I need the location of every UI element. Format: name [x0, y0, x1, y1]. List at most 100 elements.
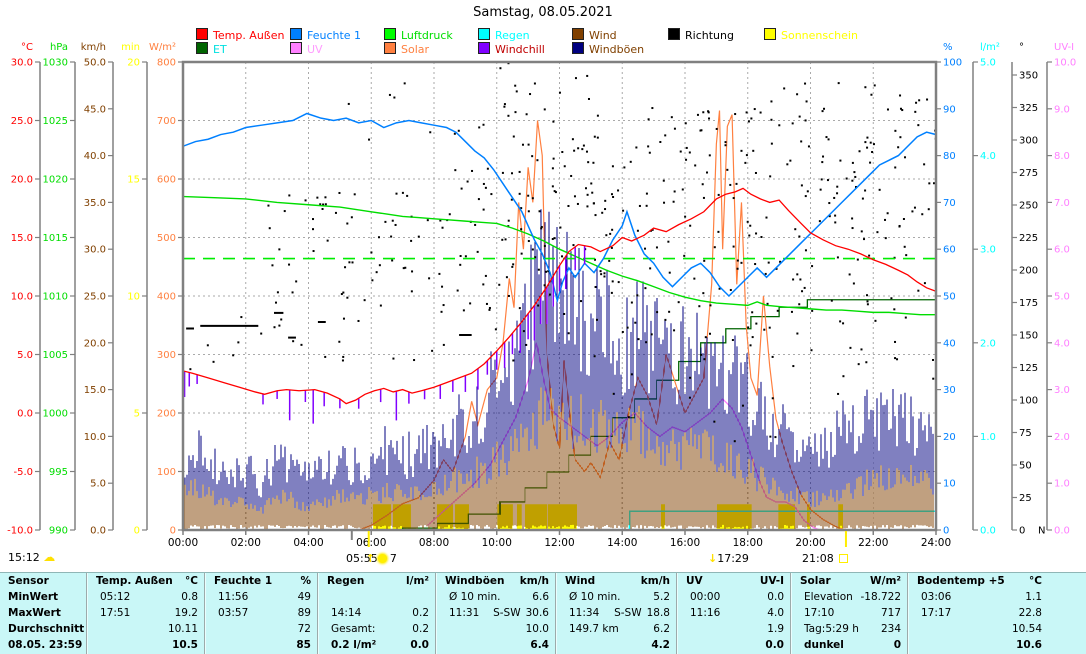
table-cell: Tag:5:29 h 234	[792, 621, 907, 637]
svg-text:10: 10	[943, 479, 956, 490]
table-row-label: MinWert	[8, 591, 59, 603]
svg-text:40: 40	[943, 338, 956, 349]
table-column-unit: %	[300, 575, 311, 587]
table-column-name: Windböen	[445, 575, 505, 587]
table-column-name: Temp. Außen	[96, 575, 173, 587]
legend-item-et: ET	[196, 42, 227, 56]
table-cell-time: 03:06	[921, 591, 952, 603]
table-cell: 10.5	[88, 637, 204, 653]
table-cell-value: 10.5	[172, 639, 198, 651]
svg-text:UV-I: UV-I	[1054, 42, 1074, 53]
svg-text:990: 990	[49, 526, 68, 537]
table-cell: 11:16 4.0	[678, 605, 790, 621]
table-column-uv: UV UV-I 00:00 0.0 11:16 4.0 1.9 0.0	[676, 573, 790, 654]
svg-text:1015: 1015	[43, 233, 68, 244]
svg-text:5.0: 5.0	[17, 350, 33, 361]
legend-label: Wind	[589, 29, 617, 42]
sunset-square-icon	[838, 554, 848, 563]
table-cell-value: 10.6	[1016, 639, 1042, 651]
svg-text:5.0: 5.0	[90, 479, 106, 490]
series-richtung	[186, 62, 937, 443]
legend-swatch-icon	[196, 42, 208, 54]
svg-text:995: 995	[49, 467, 68, 478]
table-cell-value: 6.6	[532, 591, 549, 603]
svg-text:15: 15	[127, 175, 140, 186]
table-column-solar: Solar W/m² Elevation -18.722 17:10 717 Tag:5:2…	[790, 573, 907, 654]
svg-text:100: 100	[943, 58, 962, 69]
svg-text:12:00: 12:00	[544, 537, 574, 549]
svg-text:35.0: 35.0	[84, 198, 106, 209]
svg-text:06:00: 06:00	[356, 537, 386, 549]
table-cell-time: 05:12	[100, 591, 131, 603]
legend-label: Richtung	[685, 29, 734, 42]
legend-label: Windchill	[495, 43, 545, 56]
table-cell-time	[921, 621, 1012, 637]
table-cell: 05:12 0.8	[88, 589, 204, 605]
table-column-name: Feuchte 1	[214, 575, 273, 587]
svg-text:W/m²: W/m²	[149, 42, 176, 53]
table-cell: 1.9	[678, 621, 790, 637]
table-cell: 17:51 19.2	[88, 605, 204, 621]
legend-swatch-icon	[478, 42, 490, 54]
legend-item-richtung: Richtung	[668, 28, 734, 42]
svg-text:3.0: 3.0	[1054, 385, 1070, 396]
table-row-label: MaxWert	[8, 607, 61, 619]
table-cell-time: 00:00	[690, 591, 721, 603]
series-wind	[184, 387, 934, 530]
table-cell-time: 17:51	[100, 607, 131, 619]
svg-text:2.0: 2.0	[1054, 432, 1070, 443]
weather-chart: -10.0 -5.0 0.0 5.0 10.0 15.0 20.0 25.0 30.0 °C 990…	[7, 42, 1076, 549]
table-cell: 0.2 l/m² 0.0	[319, 637, 435, 653]
table-cell-value: 0	[893, 639, 901, 651]
table-cell: dunkel 0	[792, 637, 907, 653]
svg-text:25.0: 25.0	[11, 116, 33, 127]
table-cell-value: 1.1	[1025, 591, 1042, 603]
legend-swatch-icon	[290, 42, 302, 54]
legend-label: ET	[213, 43, 227, 56]
svg-text:275: 275	[1019, 168, 1038, 179]
table-cell-time: 11:16	[690, 607, 721, 619]
svg-text:22:00: 22:00	[858, 537, 888, 549]
table-column-name: UV	[686, 575, 703, 587]
legend-item-luftdruck: Luftdruck	[384, 28, 453, 42]
table-column-unit: UV-I	[759, 575, 784, 587]
table-cell-value: 6.4	[530, 639, 549, 651]
svg-text:-10.0: -10.0	[7, 526, 33, 537]
page-title: Samstag, 08.05.2021	[473, 5, 613, 20]
svg-text:200: 200	[1019, 266, 1038, 277]
svg-text:%: %	[943, 42, 953, 53]
svg-text:10: 10	[127, 292, 140, 303]
svg-text:9.0: 9.0	[1054, 104, 1070, 115]
svg-text:0: 0	[943, 526, 949, 537]
svg-text:18:00: 18:00	[733, 537, 763, 549]
table-cell	[319, 589, 435, 605]
table-cell-time	[921, 637, 1016, 653]
table-cell-value: 85	[296, 639, 311, 651]
legend-label: Sonnenschein	[781, 29, 858, 42]
table-cell: Ø 10 min. 6.6	[437, 589, 555, 605]
table-cell-time: 149.7 km	[569, 623, 619, 635]
svg-text:45.0: 45.0	[84, 104, 106, 115]
sunrise-extra: 7	[389, 552, 397, 565]
value-axes: -10.0 -5.0 0.0 5.0 10.0 15.0 20.0 25.0 30.0 °C 990…	[7, 42, 1076, 537]
table-cell: 17:10 717	[792, 605, 907, 621]
svg-text:0.0: 0.0	[90, 526, 106, 537]
table-cell: 03:06 1.1	[909, 589, 1048, 605]
svg-text:0.0: 0.0	[980, 526, 996, 537]
table-cell-value: 89	[297, 607, 311, 619]
table-cell-value: 22.8	[1018, 607, 1042, 619]
svg-text:5.0: 5.0	[980, 58, 996, 69]
table-column-unit: °C	[185, 575, 198, 587]
table-column-unit: km/h	[640, 575, 670, 587]
table-cell-value: 30.6	[525, 607, 549, 619]
svg-text:100: 100	[157, 467, 176, 478]
table-cell: 17:17 22.8	[909, 605, 1048, 621]
table-cell-value: 0.0	[765, 639, 784, 651]
legend-swatch-icon	[478, 28, 490, 40]
svg-text:1030: 1030	[43, 58, 68, 69]
table-cell: 85	[206, 637, 317, 653]
legend-item-regen: Regen	[478, 28, 530, 42]
table-cell-value: 6.2	[653, 623, 670, 635]
table-column-name: Bodentemp +5	[917, 575, 1005, 587]
svg-text:80: 80	[943, 151, 956, 162]
